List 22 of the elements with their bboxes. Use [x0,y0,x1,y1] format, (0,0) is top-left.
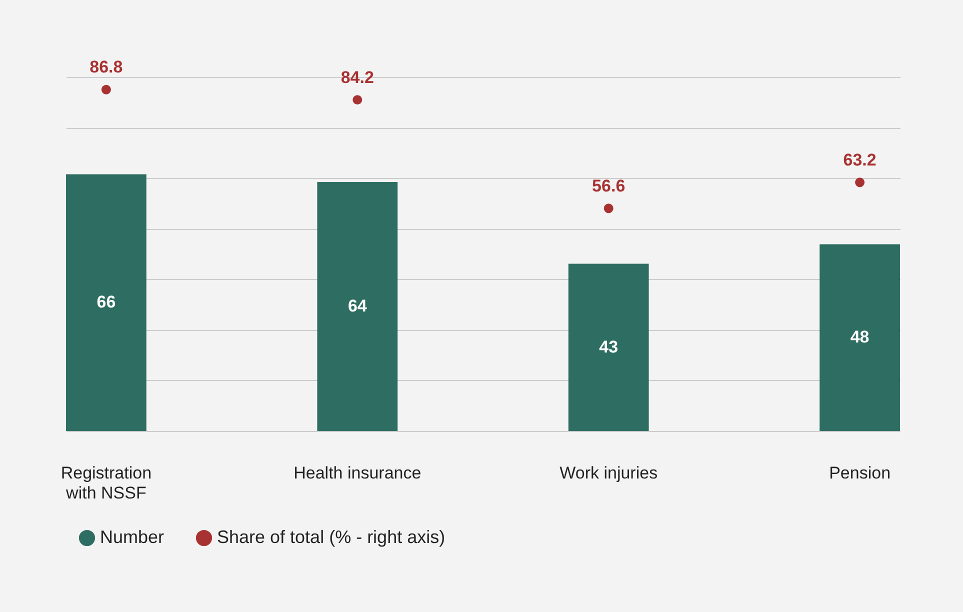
x-tick-label: Registration with NSSF [60,464,152,502]
point [855,178,865,188]
data-label: 66 [96,292,116,312]
data-label: 64 [348,296,368,316]
bar [66,174,146,431]
legend-label: Share of total (% - right axis) [217,527,446,547]
point [604,204,614,214]
point [101,84,111,94]
bar [568,264,649,431]
x-tick-label: Work injuries [560,464,658,482]
data-label: 86.8 [90,58,123,77]
point [352,95,362,105]
data-label: 48 [850,328,870,347]
data-label: 43 [599,337,618,356]
x-tick-label: Health insurance [294,464,422,482]
data-label: 63.2 [843,150,876,170]
bar [820,244,900,431]
bar [317,182,398,431]
data-label: 56.6 [592,176,626,196]
data-label: 84.2 [340,68,374,87]
x-tick-label: Pension [829,464,891,482]
legend-label: Number [100,527,164,547]
